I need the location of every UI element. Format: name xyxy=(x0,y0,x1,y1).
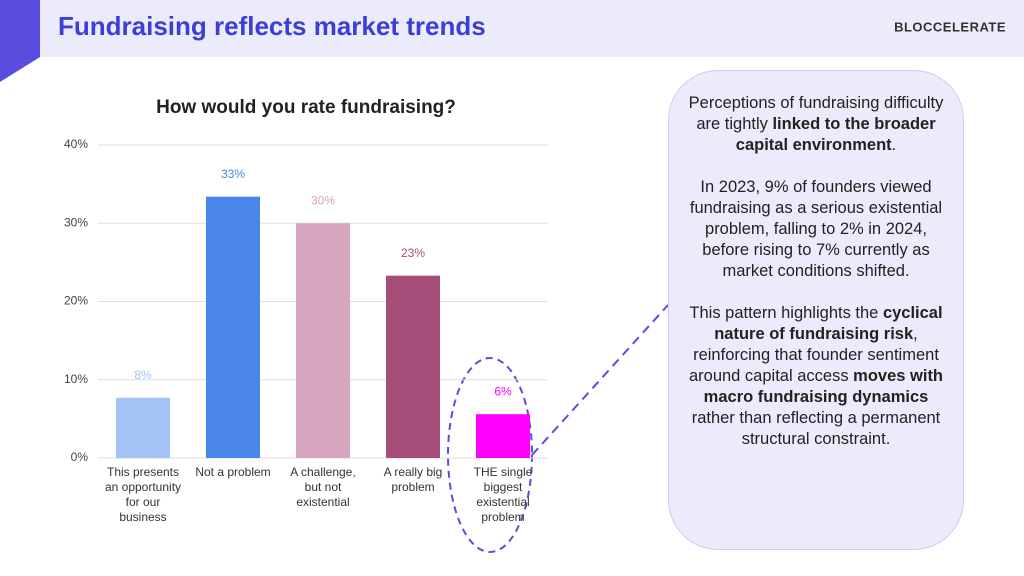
text-run: cyclical nature of fundraising risk xyxy=(714,304,943,343)
text-run: Perceptions of fundraising difficulty ar… xyxy=(688,94,944,133)
text-run: In 2023, 9% of founders viewed fundraisi… xyxy=(689,178,943,280)
y-tick-label: 0% xyxy=(71,450,89,464)
y-tick-label: 20% xyxy=(64,294,88,308)
x-tick-label: A challenge, but not existential xyxy=(290,465,356,509)
value-label: 33% xyxy=(221,167,245,181)
chart-title: How would you rate fundraising? xyxy=(156,97,456,118)
header-band xyxy=(0,0,1024,57)
logo: BLOCCELERATE xyxy=(894,19,1006,34)
y-tick-label: 40% xyxy=(64,137,88,151)
slide-title: Fundraising reflects market trends xyxy=(58,11,486,41)
bar xyxy=(386,275,440,458)
paragraph: In 2023, 9% of founders viewed fundraisi… xyxy=(687,177,945,282)
bar xyxy=(116,397,170,458)
bar xyxy=(476,414,530,458)
value-label: 30% xyxy=(311,193,335,207)
text-run: moves with macro fundraising dynamics xyxy=(703,367,944,406)
paragraph: Perceptions of fundraising difficulty ar… xyxy=(687,93,945,156)
paragraph: This pattern highlights the cyclical nat… xyxy=(687,303,945,450)
text-run: . xyxy=(891,136,897,154)
x-tick-label: Not a problem xyxy=(195,465,271,479)
x-tick-label: A really big problem xyxy=(383,465,443,494)
insight-panel: Perceptions of fundraising difficulty ar… xyxy=(668,70,964,550)
value-label: 6% xyxy=(494,384,512,398)
bar xyxy=(206,196,260,458)
text-run: rather than reflecting a permanent struc… xyxy=(691,409,941,448)
value-label: 23% xyxy=(401,246,425,260)
value-label: 8% xyxy=(134,368,152,382)
x-tick-label: This presents an opportunity for our bus… xyxy=(104,465,182,524)
text-run: This pattern highlights the xyxy=(689,304,883,322)
bar xyxy=(296,223,350,458)
x-tick-label: THE single biggest existential problem xyxy=(473,465,533,524)
text-run: linked to the broader capital environmen… xyxy=(735,115,936,154)
corner-accent xyxy=(0,0,40,82)
y-tick-label: 10% xyxy=(64,372,88,386)
connector xyxy=(531,304,669,456)
text-run: , reinforcing that founder sentiment aro… xyxy=(688,325,939,385)
y-tick-label: 30% xyxy=(64,215,88,229)
